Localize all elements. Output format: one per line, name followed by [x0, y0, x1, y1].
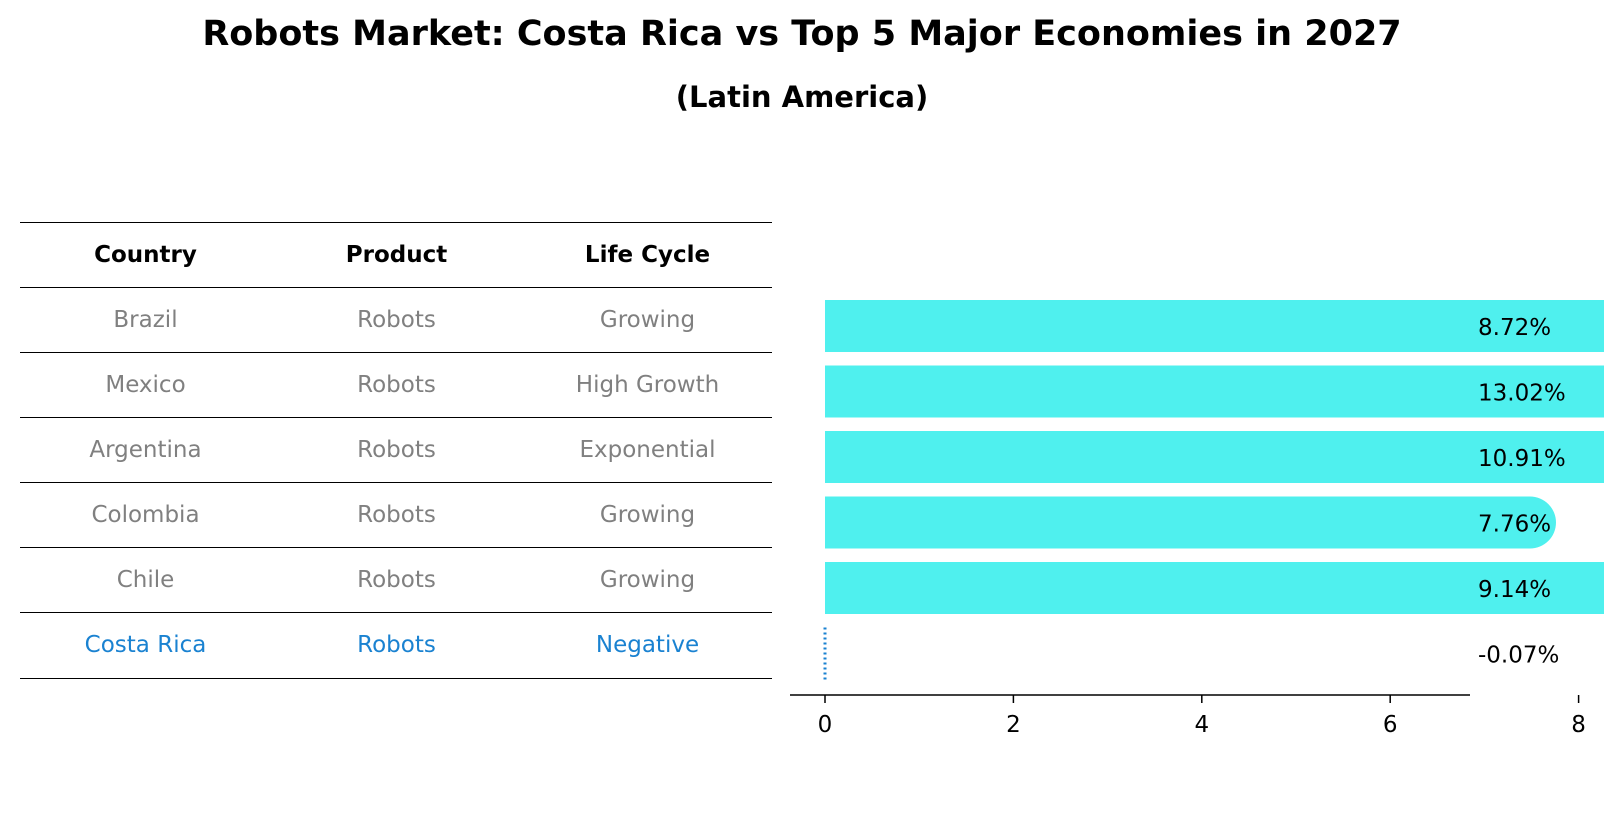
country-cell: Brazil	[113, 307, 178, 333]
product-cell: Robots	[357, 372, 436, 398]
country-cell: Mexico	[105, 372, 186, 398]
bar-value-label: 8.72%	[1478, 315, 1551, 341]
table-header-row: Country Product Life Cycle	[20, 222, 772, 287]
header-life-cycle: Life Cycle	[584, 242, 711, 268]
product-cell: Robots	[357, 502, 436, 528]
bar	[825, 496, 1556, 549]
product-cell: Robots	[357, 567, 436, 593]
chart-title: Robots Market: Costa Rica vs Top 5 Major…	[202, 14, 1402, 54]
bar-value-label: 10.91%	[1478, 446, 1566, 472]
life-cycle-cell: Growing	[599, 567, 696, 593]
life-cycle-cell: High Growth	[575, 372, 720, 398]
country-cell: Argentina	[89, 437, 202, 463]
x-tick-label: 2	[1006, 712, 1021, 738]
x-tick-label: 0	[818, 712, 833, 738]
country-cell: Costa Rica	[84, 632, 207, 658]
x-tick-label: 8	[1571, 712, 1586, 738]
x-tick-label: 4	[1194, 712, 1209, 738]
life-cycle-cell: Growing	[599, 307, 696, 333]
table-row: Mexico Robots High Growth	[20, 352, 772, 417]
header-country: Country	[94, 242, 197, 268]
bar-value-label: 7.76%	[1478, 512, 1551, 538]
bar-value-label: 9.14%	[1478, 577, 1551, 603]
bar-value-label: 13.02%	[1478, 381, 1566, 407]
product-cell: Robots	[357, 632, 436, 658]
life-cycle-cell: Negative	[595, 632, 700, 658]
bar-value-label: -0.07%	[1478, 643, 1559, 669]
life-cycle-cell: Growing	[599, 502, 696, 528]
bar	[825, 365, 1604, 418]
table-row: Chile Robots Growing	[20, 547, 772, 612]
table-row-highlighted: Costa Rica Robots Negative	[20, 612, 772, 679]
bar	[825, 300, 1604, 352]
country-cell: Chile	[116, 567, 175, 593]
product-cell: Robots	[357, 437, 436, 463]
bar	[825, 562, 1604, 614]
product-cell: Robots	[357, 307, 436, 333]
table-row: Argentina Robots Exponential	[20, 417, 772, 482]
chart-subtitle: (Latin America)	[675, 80, 929, 114]
data-table: Country Product Life Cycle Brazil Robots…	[20, 222, 772, 679]
x-tick-label: 6	[1383, 712, 1398, 738]
table-row: Colombia Robots Growing	[20, 482, 772, 547]
table-row: Brazil Robots Growing	[20, 287, 772, 352]
bar	[825, 431, 1604, 483]
header-product: Product	[345, 242, 448, 268]
country-cell: Colombia	[91, 502, 200, 528]
life-cycle-cell: Exponential	[579, 437, 716, 463]
